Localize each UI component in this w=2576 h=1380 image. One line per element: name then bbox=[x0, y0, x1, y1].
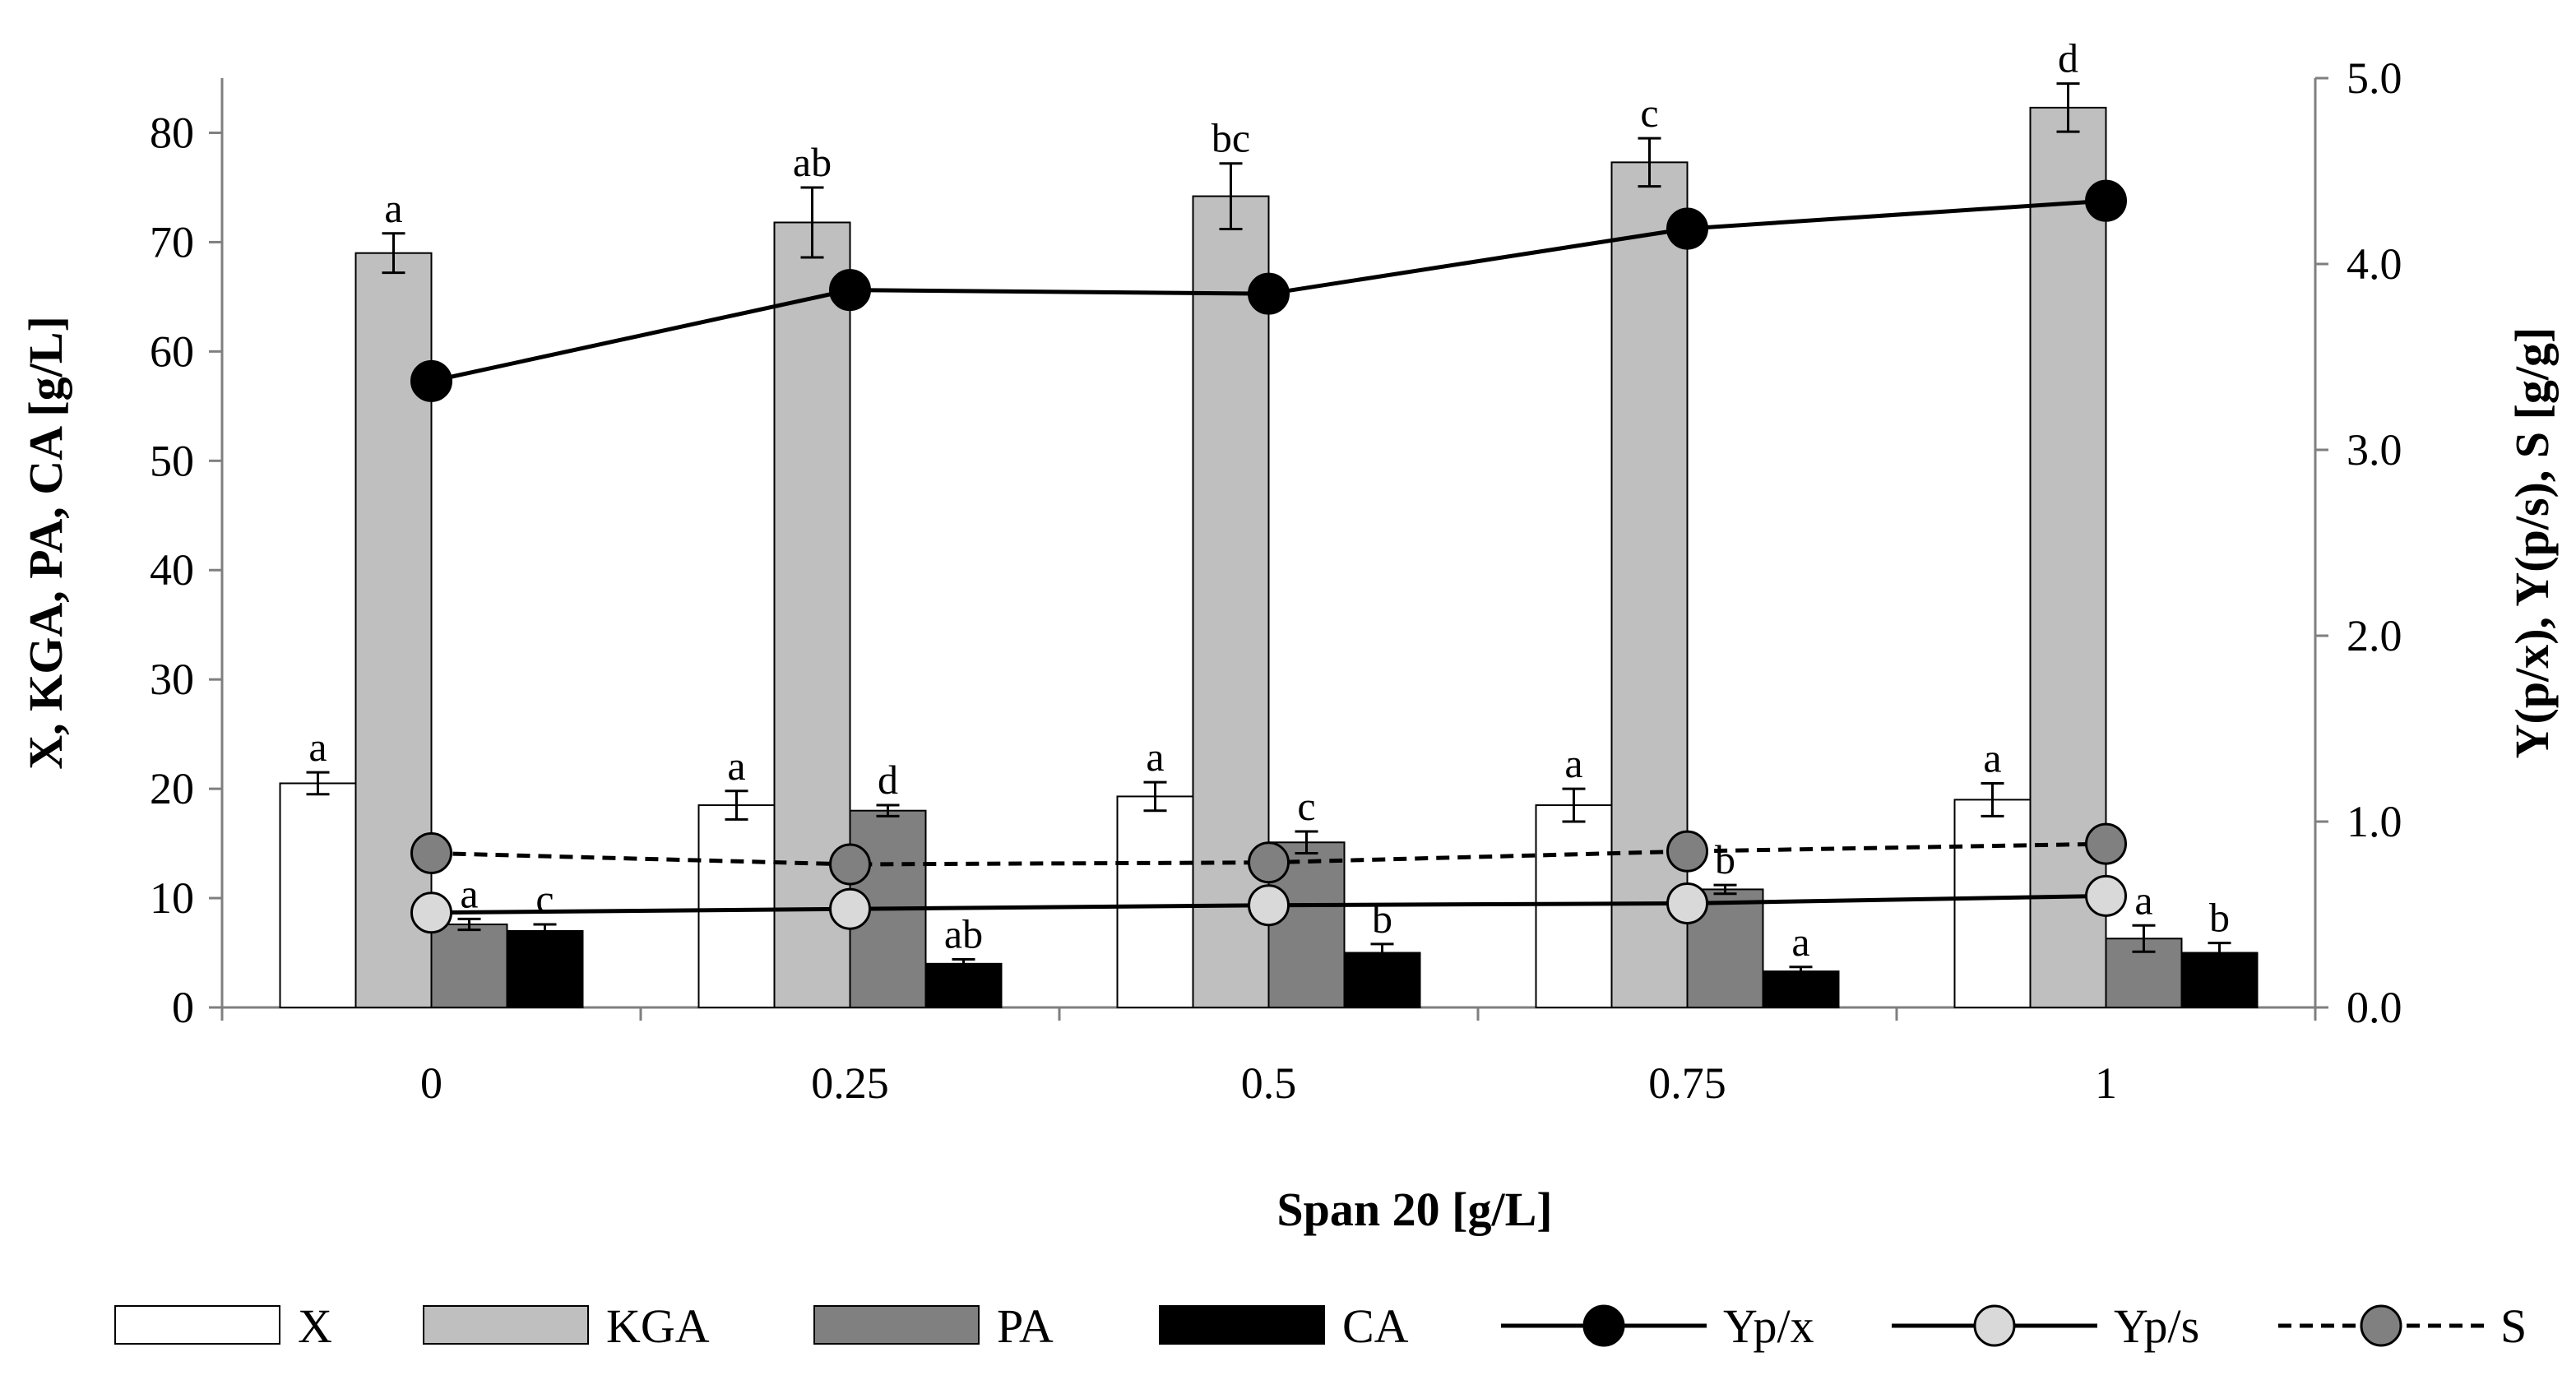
right-y-tick-label: 4.0 bbox=[2347, 239, 2402, 289]
marker-yp-x bbox=[829, 269, 871, 312]
bar-ca bbox=[924, 962, 1003, 1008]
legend-label-yp-s: Yp/s bbox=[2114, 1299, 2199, 1353]
significance-label: b bbox=[1372, 896, 1392, 942]
legend-swatch-ca bbox=[1159, 1305, 1325, 1345]
bar-pa bbox=[430, 923, 508, 1009]
bar-kga bbox=[773, 221, 851, 1008]
marker-yp-s bbox=[410, 891, 452, 934]
bar-x bbox=[697, 804, 776, 1009]
marker-yp-x bbox=[1248, 272, 1290, 315]
marker-yp-s bbox=[1248, 884, 1290, 927]
legend-label-ca: CA bbox=[1342, 1299, 1409, 1353]
left-y-tick-label: 10 bbox=[150, 873, 194, 923]
legend-swatch-kga bbox=[423, 1305, 589, 1345]
x-tick-label: 0.25 bbox=[811, 1058, 889, 1108]
right-y-axis-title: Y(p/x), Y(p/s), S [g/g] bbox=[2505, 327, 2559, 759]
marker-yp-x bbox=[1666, 207, 1708, 250]
marker-s bbox=[1666, 830, 1708, 873]
right-y-tick-label: 1.0 bbox=[2347, 797, 2402, 846]
significance-label: a bbox=[1146, 734, 1164, 780]
legend: X KGA PA CA Yp/x Yp/s S bbox=[114, 1299, 2527, 1353]
left-y-axis-title: X, KGA, PA, CA [g/L] bbox=[19, 316, 72, 770]
x-tick-label: 0 bbox=[420, 1058, 442, 1108]
bar-kga bbox=[1192, 195, 1270, 1008]
x-tick-label: 0.75 bbox=[1648, 1058, 1726, 1108]
left-y-tick-label: 60 bbox=[150, 326, 194, 376]
significance-label: b bbox=[1715, 836, 1735, 882]
legend-label-yp-x: Yp/x bbox=[1723, 1299, 1814, 1353]
right-y-tick-label: 3.0 bbox=[2347, 425, 2402, 475]
significance-label: a bbox=[1983, 734, 2001, 780]
significance-label: a bbox=[1564, 740, 1582, 786]
series-lines bbox=[410, 179, 2127, 934]
marker-s bbox=[829, 843, 871, 886]
x-tick-label: 1 bbox=[2095, 1058, 2117, 1108]
marker-yp-s bbox=[1666, 882, 1708, 924]
significance-label: c bbox=[535, 876, 554, 922]
significance-label: c bbox=[1640, 90, 1658, 136]
legend-label-pa: PA bbox=[997, 1299, 1054, 1353]
left-y-tick-label: 0 bbox=[172, 983, 194, 1032]
bar-x bbox=[279, 782, 357, 1008]
significance-label: a bbox=[308, 724, 327, 770]
left-y-tick-label: 40 bbox=[150, 545, 194, 595]
significance-label: d bbox=[2058, 35, 2078, 81]
bar-kga bbox=[1610, 161, 1689, 1008]
significance-label: a bbox=[2134, 877, 2152, 923]
left-y-tick-label: 80 bbox=[150, 108, 194, 157]
marker-yp-x bbox=[2085, 179, 2127, 222]
significance-label: c bbox=[1297, 783, 1315, 829]
right-y-tick-label: 2.0 bbox=[2347, 611, 2402, 660]
significance-label: a bbox=[384, 185, 402, 231]
significance-label: a bbox=[460, 870, 478, 916]
bar-x bbox=[1535, 804, 1613, 1009]
marker-s bbox=[410, 831, 452, 874]
marker-yp-s bbox=[829, 887, 871, 930]
marker-s bbox=[1248, 841, 1290, 884]
significance-label: a bbox=[727, 743, 745, 789]
legend-label-s: S bbox=[2500, 1299, 2527, 1353]
x-axis-title: Span 20 [g/L] bbox=[1276, 1183, 1552, 1236]
legend-label-kga: KGA bbox=[606, 1299, 710, 1353]
bar-x bbox=[1116, 795, 1194, 1008]
marker-yp-x bbox=[410, 359, 452, 402]
x-tick-label: 0.5 bbox=[1241, 1058, 1297, 1108]
marker-yp-s bbox=[2085, 874, 2127, 917]
significance-label: ab bbox=[793, 139, 832, 185]
significance-label: a bbox=[1791, 919, 1809, 965]
tick-labels: 0 10 20 30 40 50 60 70 80 0.0 1.0 2.0 3.0 4.0 5.0 0 0.25… bbox=[150, 53, 2402, 1108]
bar-x bbox=[1953, 799, 2032, 1008]
legend-marker-yp-s bbox=[1973, 1304, 2016, 1347]
significance-label: ab bbox=[944, 911, 983, 957]
marker-s bbox=[2085, 822, 2127, 865]
legend-marker-s bbox=[2360, 1304, 2402, 1347]
significance-label: b bbox=[2209, 895, 2230, 941]
legend-swatch-x bbox=[114, 1305, 280, 1345]
legend-marker-yp-x bbox=[1582, 1304, 1625, 1347]
legend-label-x: X bbox=[298, 1299, 332, 1353]
left-y-tick-label: 70 bbox=[150, 217, 194, 266]
legend-swatch-pa bbox=[813, 1305, 980, 1345]
left-y-tick-label: 20 bbox=[150, 764, 194, 813]
bar-ca bbox=[1762, 970, 1840, 1008]
left-y-tick-label: 30 bbox=[150, 655, 194, 704]
significance-label: d bbox=[878, 757, 898, 803]
right-y-tick-label: 5.0 bbox=[2347, 53, 2402, 103]
left-y-tick-label: 50 bbox=[150, 436, 194, 485]
bar-kga bbox=[2029, 106, 2107, 1008]
axis-titles: Span 20 [g/L] X, KGA, PA, CA [g/L] Y(p/x… bbox=[19, 316, 2559, 1236]
significance-label: bc bbox=[1212, 115, 1250, 161]
bar-kga bbox=[354, 252, 433, 1008]
bar-ca bbox=[506, 929, 584, 1008]
right-y-tick-label: 0.0 bbox=[2347, 983, 2402, 1032]
